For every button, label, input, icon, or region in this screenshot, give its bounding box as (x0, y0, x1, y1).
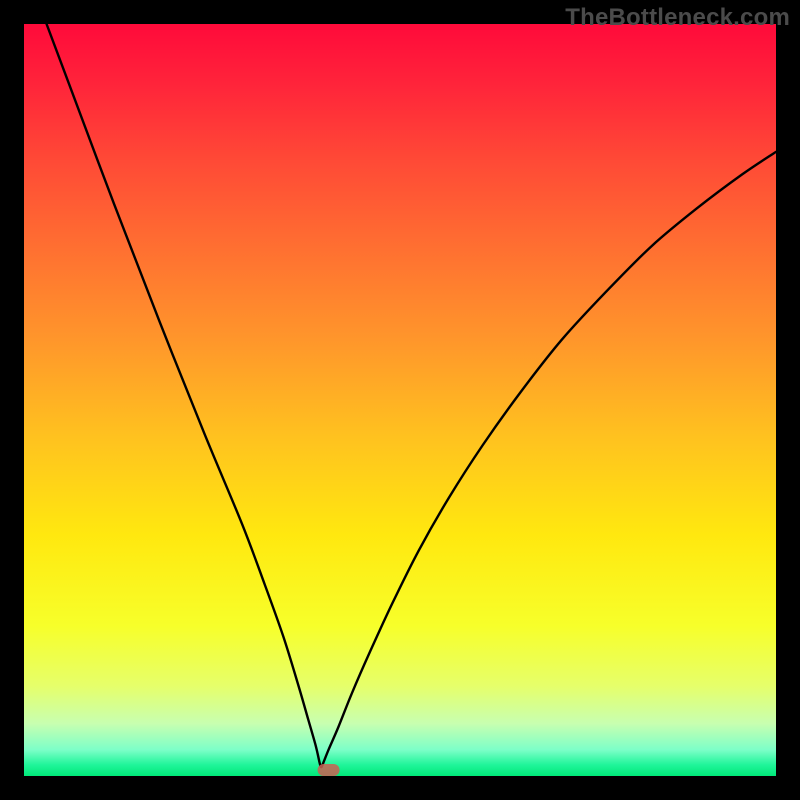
watermark-text: TheBottleneck.com (565, 4, 790, 32)
chart-svg (24, 24, 776, 776)
optimal-marker (318, 764, 340, 776)
plot-area (24, 24, 776, 776)
gradient-background (24, 24, 776, 776)
